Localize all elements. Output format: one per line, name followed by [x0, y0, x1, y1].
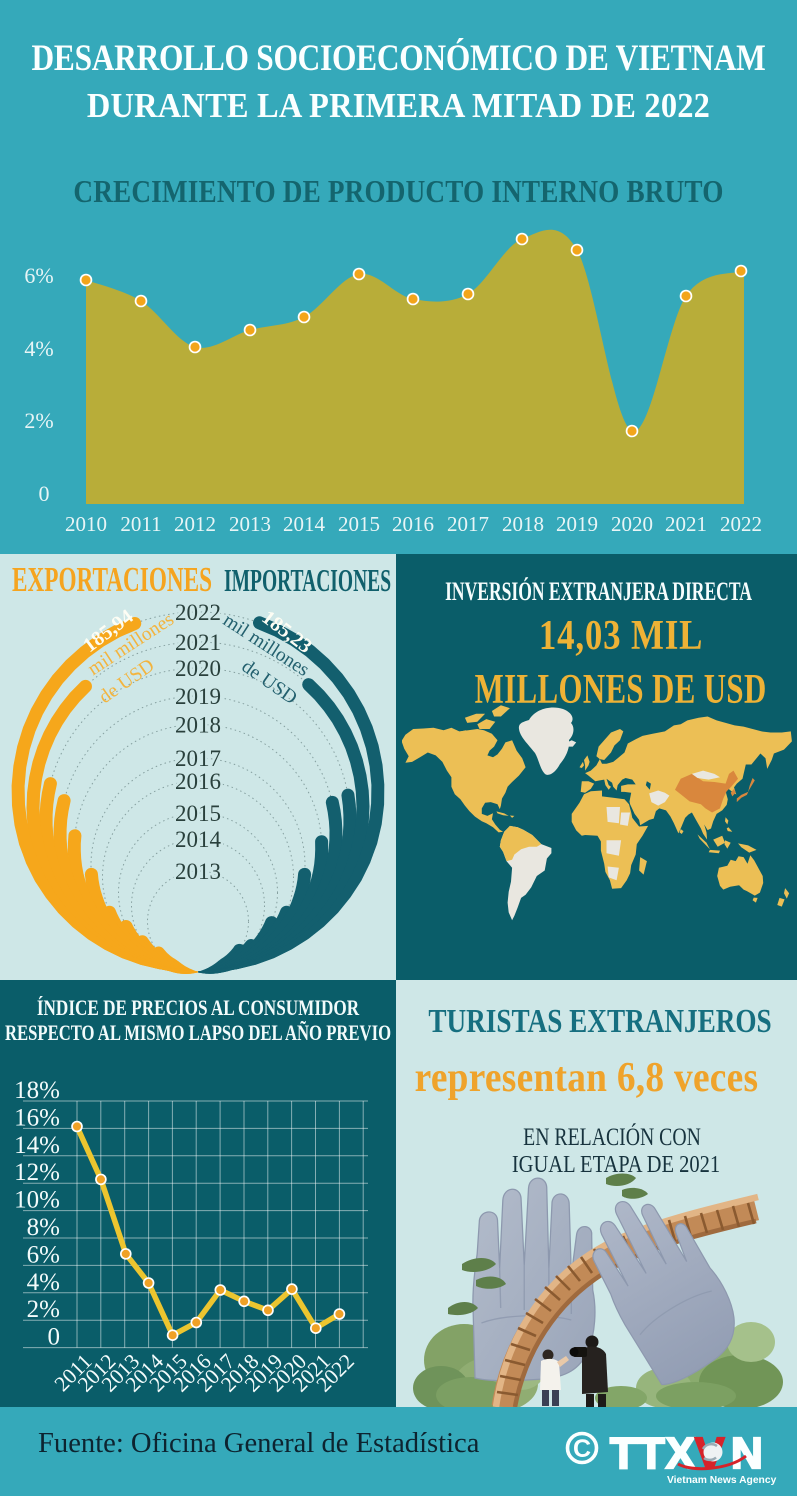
svg-text:8%: 8%	[27, 1214, 60, 1241]
svg-text:10%: 10%	[14, 1187, 60, 1214]
svg-text:2020: 2020	[175, 656, 221, 681]
svg-text:2016: 2016	[175, 769, 221, 794]
svg-text:Vietnam News Agency: Vietnam News Agency	[667, 1475, 777, 1486]
svg-text:2010: 2010	[65, 512, 107, 536]
svg-text:2018: 2018	[175, 713, 221, 738]
svg-text:12%: 12%	[14, 1159, 60, 1186]
svg-text:4%: 4%	[24, 336, 53, 361]
svg-text:2021: 2021	[665, 512, 707, 536]
svg-text:2021: 2021	[175, 630, 221, 655]
svg-text:2013: 2013	[229, 512, 271, 536]
svg-text:2%: 2%	[27, 1296, 60, 1323]
svg-text:2014: 2014	[175, 827, 222, 852]
svg-text:6%: 6%	[24, 263, 53, 288]
svg-text:2%: 2%	[24, 408, 53, 433]
svg-text:2015: 2015	[338, 512, 380, 536]
svg-text:TTX: TTX	[610, 1429, 696, 1478]
svg-text:2011: 2011	[120, 512, 161, 536]
svg-text:2020: 2020	[611, 512, 653, 536]
svg-text:0: 0	[39, 481, 50, 506]
svg-text:2013: 2013	[175, 859, 221, 884]
svg-text:2014: 2014	[283, 512, 326, 536]
svg-text:2012: 2012	[174, 512, 216, 536]
svg-text:2019: 2019	[175, 684, 221, 709]
svg-text:2022: 2022	[175, 600, 221, 625]
svg-text:2017: 2017	[447, 512, 489, 536]
svg-text:18%: 18%	[14, 1077, 60, 1104]
svg-text:2019: 2019	[556, 512, 598, 536]
svg-text:2022: 2022	[720, 512, 762, 536]
svg-text:14%: 14%	[14, 1132, 60, 1159]
svg-text:0: 0	[48, 1324, 61, 1351]
svg-text:2016: 2016	[392, 512, 434, 536]
svg-text:4%: 4%	[27, 1269, 60, 1296]
svg-text:6%: 6%	[27, 1241, 60, 1268]
svg-text:2015: 2015	[175, 801, 221, 826]
svg-text:N: N	[731, 1429, 763, 1478]
svg-text:16%: 16%	[14, 1104, 60, 1131]
svg-text:C: C	[573, 1435, 591, 1463]
svg-text:2018: 2018	[502, 512, 544, 536]
svg-text:2017: 2017	[175, 746, 221, 771]
